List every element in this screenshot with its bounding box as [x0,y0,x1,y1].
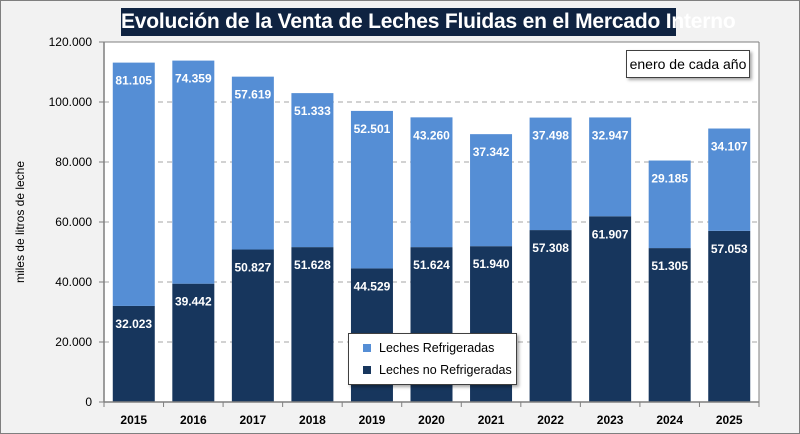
x-tick-label: 2020 [418,413,445,427]
x-tick-label: 2016 [180,413,207,427]
y-tick-label: 100.000 [49,95,93,109]
y-tick-label: 120.000 [49,35,93,49]
legend-swatch-no-refrigeradas [363,366,371,374]
bar-refrigeradas [529,117,572,231]
data-label-refrigeradas: 43.260 [413,128,450,142]
data-label-refrigeradas: 52.501 [354,122,391,136]
data-label-no-refrigeradas: 51.628 [294,258,331,272]
data-label-no-refrigeradas: 51.940 [473,257,510,271]
data-label-refrigeradas: 51.333 [294,104,331,118]
y-tick-label: 60.000 [55,215,92,229]
data-label-no-refrigeradas: 61.907 [592,227,629,241]
data-label-refrigeradas: 32.947 [592,128,629,142]
y-tick-label: 80.000 [55,155,92,169]
bar-refrigeradas [172,60,215,284]
legend-swatch-refrigeradas [363,344,371,352]
data-label-refrigeradas: 37.342 [473,145,510,159]
x-tick-label: 2024 [656,413,683,427]
x-tick-labels: 2015 2016 2017 2018 2019 2020 2021 2022 2023 2024… [120,413,742,427]
data-label-refrigeradas: 81.105 [115,74,152,88]
bars [112,60,751,402]
data-label-no-refrigeradas: 32.023 [115,317,152,331]
bar-no-refrigeradas [231,249,274,402]
data-label-no-refrigeradas: 50.827 [235,261,272,275]
x-tick-label: 2017 [240,413,267,427]
bar-refrigeradas [410,117,453,248]
x-tick-label: 2018 [299,413,326,427]
x-tick-label: 2019 [359,413,386,427]
bar-refrigeradas [112,62,155,306]
y-tick-label: 0 [85,395,92,409]
bar-no-refrigeradas [112,305,155,402]
x-tick-label: 2025 [716,413,743,427]
data-label-refrigeradas: 29.185 [651,172,688,186]
bar-no-refrigeradas [529,230,572,402]
bar-refrigeradas [291,93,334,248]
data-label-refrigeradas: 57.619 [235,88,272,102]
legend-label-refrigeradas: Leches Refrigeradas [379,341,495,355]
data-label-no-refrigeradas: 44.529 [354,279,391,293]
y-axis-label: miles de litros de leche [13,161,27,283]
y-tick-label: 40.000 [55,275,92,289]
y-tick-label: 20.000 [55,335,92,349]
bar-refrigeradas [648,160,691,249]
data-label-no-refrigeradas: 51.624 [413,258,450,272]
bar-no-refrigeradas [172,283,215,402]
x-tick-label: 2021 [478,413,505,427]
data-label-no-refrigeradas: 39.442 [175,295,212,309]
legend-label-no-refrigeradas: Leches no Refrigeradas [379,363,512,377]
bar-refrigeradas [231,76,274,250]
bar-no-refrigeradas [589,216,632,402]
chart-title: Evolución de la Venta de Leches Fluidas … [121,8,736,36]
data-label-no-refrigeradas: 57.053 [711,242,748,256]
data-label-refrigeradas: 74.359 [175,72,212,86]
bar-refrigeradas [350,110,393,269]
legend-item-refrigeradas: Leches Refrigeradas [363,341,494,355]
bar-refrigeradas [589,117,632,217]
data-label-no-refrigeradas: 57.308 [532,241,569,255]
x-tick-label: 2023 [597,413,624,427]
data-label-refrigeradas: 37.498 [532,129,569,143]
bar-no-refrigeradas [648,248,691,402]
axes [99,41,760,407]
bar-refrigeradas [470,134,513,247]
data-label-no-refrigeradas: 51.305 [651,259,688,273]
x-tick-label: 2022 [537,413,564,427]
bar-no-refrigeradas [708,230,751,402]
data-labels: 32.023 81.105 39.442 74.359 50.827 57.619 51.6… [115,72,747,331]
legend: Leches Refrigeradas Leches no Refrigerad… [348,333,517,385]
data-label-refrigeradas: 34.107 [711,140,748,154]
period-note: enero de cada año [626,50,750,78]
y-tick-labels: 0 20.000 40.000 60.000 80.000 100.000 120.000 [49,35,93,409]
legend-item-no-refrigeradas: Leches no Refrigeradas [363,363,512,377]
x-tick-label: 2015 [120,413,147,427]
bar-no-refrigeradas [291,247,334,402]
bar-refrigeradas [708,128,751,231]
